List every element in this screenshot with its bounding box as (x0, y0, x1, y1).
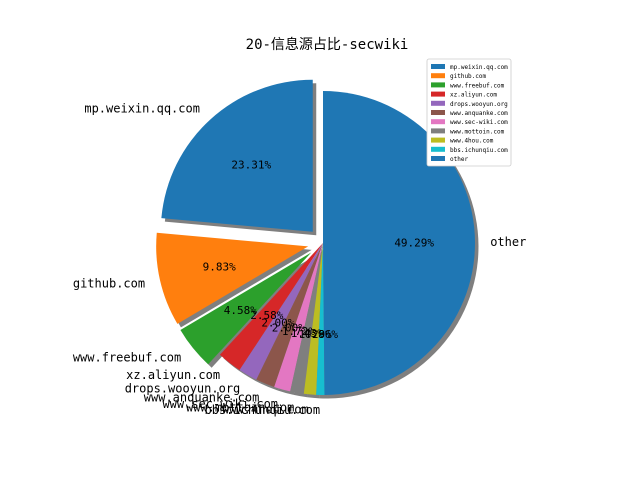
slice-www-anquanke-com (256, 243, 323, 387)
slice-label-www-anquanke-com: www.anquanke.com (144, 391, 260, 405)
slice-label-bbs-ichunqiu-com: bbs.ichunqiu.com (204, 403, 320, 417)
legend-swatch-other (431, 156, 445, 161)
slice-label-github-com: github.com (73, 276, 145, 290)
legend-swatch-www-anquanke-com (431, 110, 445, 115)
slice-bbs-ichunqiu-com (316, 243, 325, 395)
percent-label-www-sec-wiki-com: 1.72% (282, 325, 315, 338)
percent-labels: 23.31% 9.83% 4.58%2.58%2.00%2.00%1.72%1.43… (203, 158, 435, 341)
legend-label-drops-wooyun-org: drops.wooyun.org (450, 101, 508, 108)
percent-label-xz-aliyun-com: 2.58% (250, 309, 283, 322)
slice-label-mp-weixin-qq-com: mp.weixin.qq.com (84, 101, 200, 115)
legend-swatch-www-freebuf-com (431, 82, 445, 88)
legend-label-www-4hou-com: www.4hou.com (450, 138, 494, 145)
legend-swatch-bbs-ichunqiu-com (431, 146, 445, 152)
legend-label-www-sec-wiki-com: www.sec-wiki.com (450, 119, 508, 126)
legend-swatch-drops-wooyun-org (431, 100, 445, 106)
legend: mp.weixin.qq.com github.com www.freebuf.co… (426, 58, 512, 167)
legend-label-www-mottoin-com: www.mottoin.com (450, 128, 505, 135)
slice-drops-wooyun-org (239, 243, 323, 380)
slice-label-www-4hou-com: www.4hou.com (222, 403, 309, 417)
slice-labels: mp.weixin.qq.com github.com www.freebuf.co… (73, 101, 526, 417)
percent-label-mp-weixin-qq-com: 23.31% (231, 158, 271, 171)
chart-title: 20-信息源占比-secwiki (246, 36, 409, 53)
slice-label-xz-aliyun-com: xz.aliyun.com (126, 368, 220, 382)
legend-label-bbs-ichunqiu-com: bbs.ichunqiu.com (450, 147, 508, 154)
slice-label-www-sec-wiki-com: www.sec-wiki.com (162, 397, 278, 411)
legend-swatch-www-4hou-com (431, 137, 445, 143)
legend-items: mp.weixin.qq.com github.com www.freebuf.co… (431, 64, 508, 163)
percent-label-bbs-ichunqiu-com: 0.86% (305, 328, 338, 341)
percent-label-drops-wooyun-org: 2.00% (261, 316, 294, 329)
legend-label-github-com: github.com (450, 73, 487, 80)
legend-label-www-freebuf-com: www.freebuf.com (450, 82, 505, 89)
slice-www-freebuf-com (180, 252, 312, 365)
slice-xz-aliyun-com (219, 243, 323, 371)
legend-label-xz-aliyun-com: xz.aliyun.com (450, 92, 497, 99)
legend-label-other: other (450, 156, 468, 163)
slice-github-com (156, 232, 309, 324)
legend-label-www-anquanke-com: www.anquanke.com (450, 110, 508, 117)
slice-mp-weixin-qq-com (161, 79, 313, 232)
slice-www-4hou-com (303, 243, 323, 395)
legend-swatch-www-mottoin-com (431, 128, 445, 134)
percent-label-github-com: 9.83% (203, 260, 236, 273)
legend-label-mp-weixin-qq-com: mp.weixin.qq.com (450, 64, 508, 71)
pie-slices (156, 79, 475, 395)
percent-label-www-mottoin-com: 1.43% (291, 327, 324, 340)
legend-frame (426, 58, 512, 167)
slice-label-www-freebuf-com: www.freebuf.com (73, 351, 181, 365)
percent-label-other: 49.29% (394, 237, 434, 250)
legend-swatch-www-sec-wiki-com (431, 119, 445, 125)
slice-other (323, 91, 475, 395)
percent-label-www-anquanke-com: 2.00% (272, 321, 305, 334)
percent-label-www-freebuf-com: 4.58% (224, 304, 257, 317)
percent-label-www-4hou-com: 1.29% (299, 328, 332, 341)
legend-swatch-github-com (431, 73, 445, 79)
slice-www-sec-wiki-com (274, 243, 323, 392)
slice-label-drops-wooyun-org: drops.wooyun.org (125, 381, 241, 395)
slice-label-www-mottoin-com: www.mottoin.com (186, 401, 294, 415)
legend-swatch-xz-aliyun-com (431, 91, 445, 97)
slice-www-mottoin-com (290, 243, 323, 394)
legend-swatch-mp-weixin-qq-com (431, 64, 445, 69)
slice-label-other: other (490, 235, 526, 249)
